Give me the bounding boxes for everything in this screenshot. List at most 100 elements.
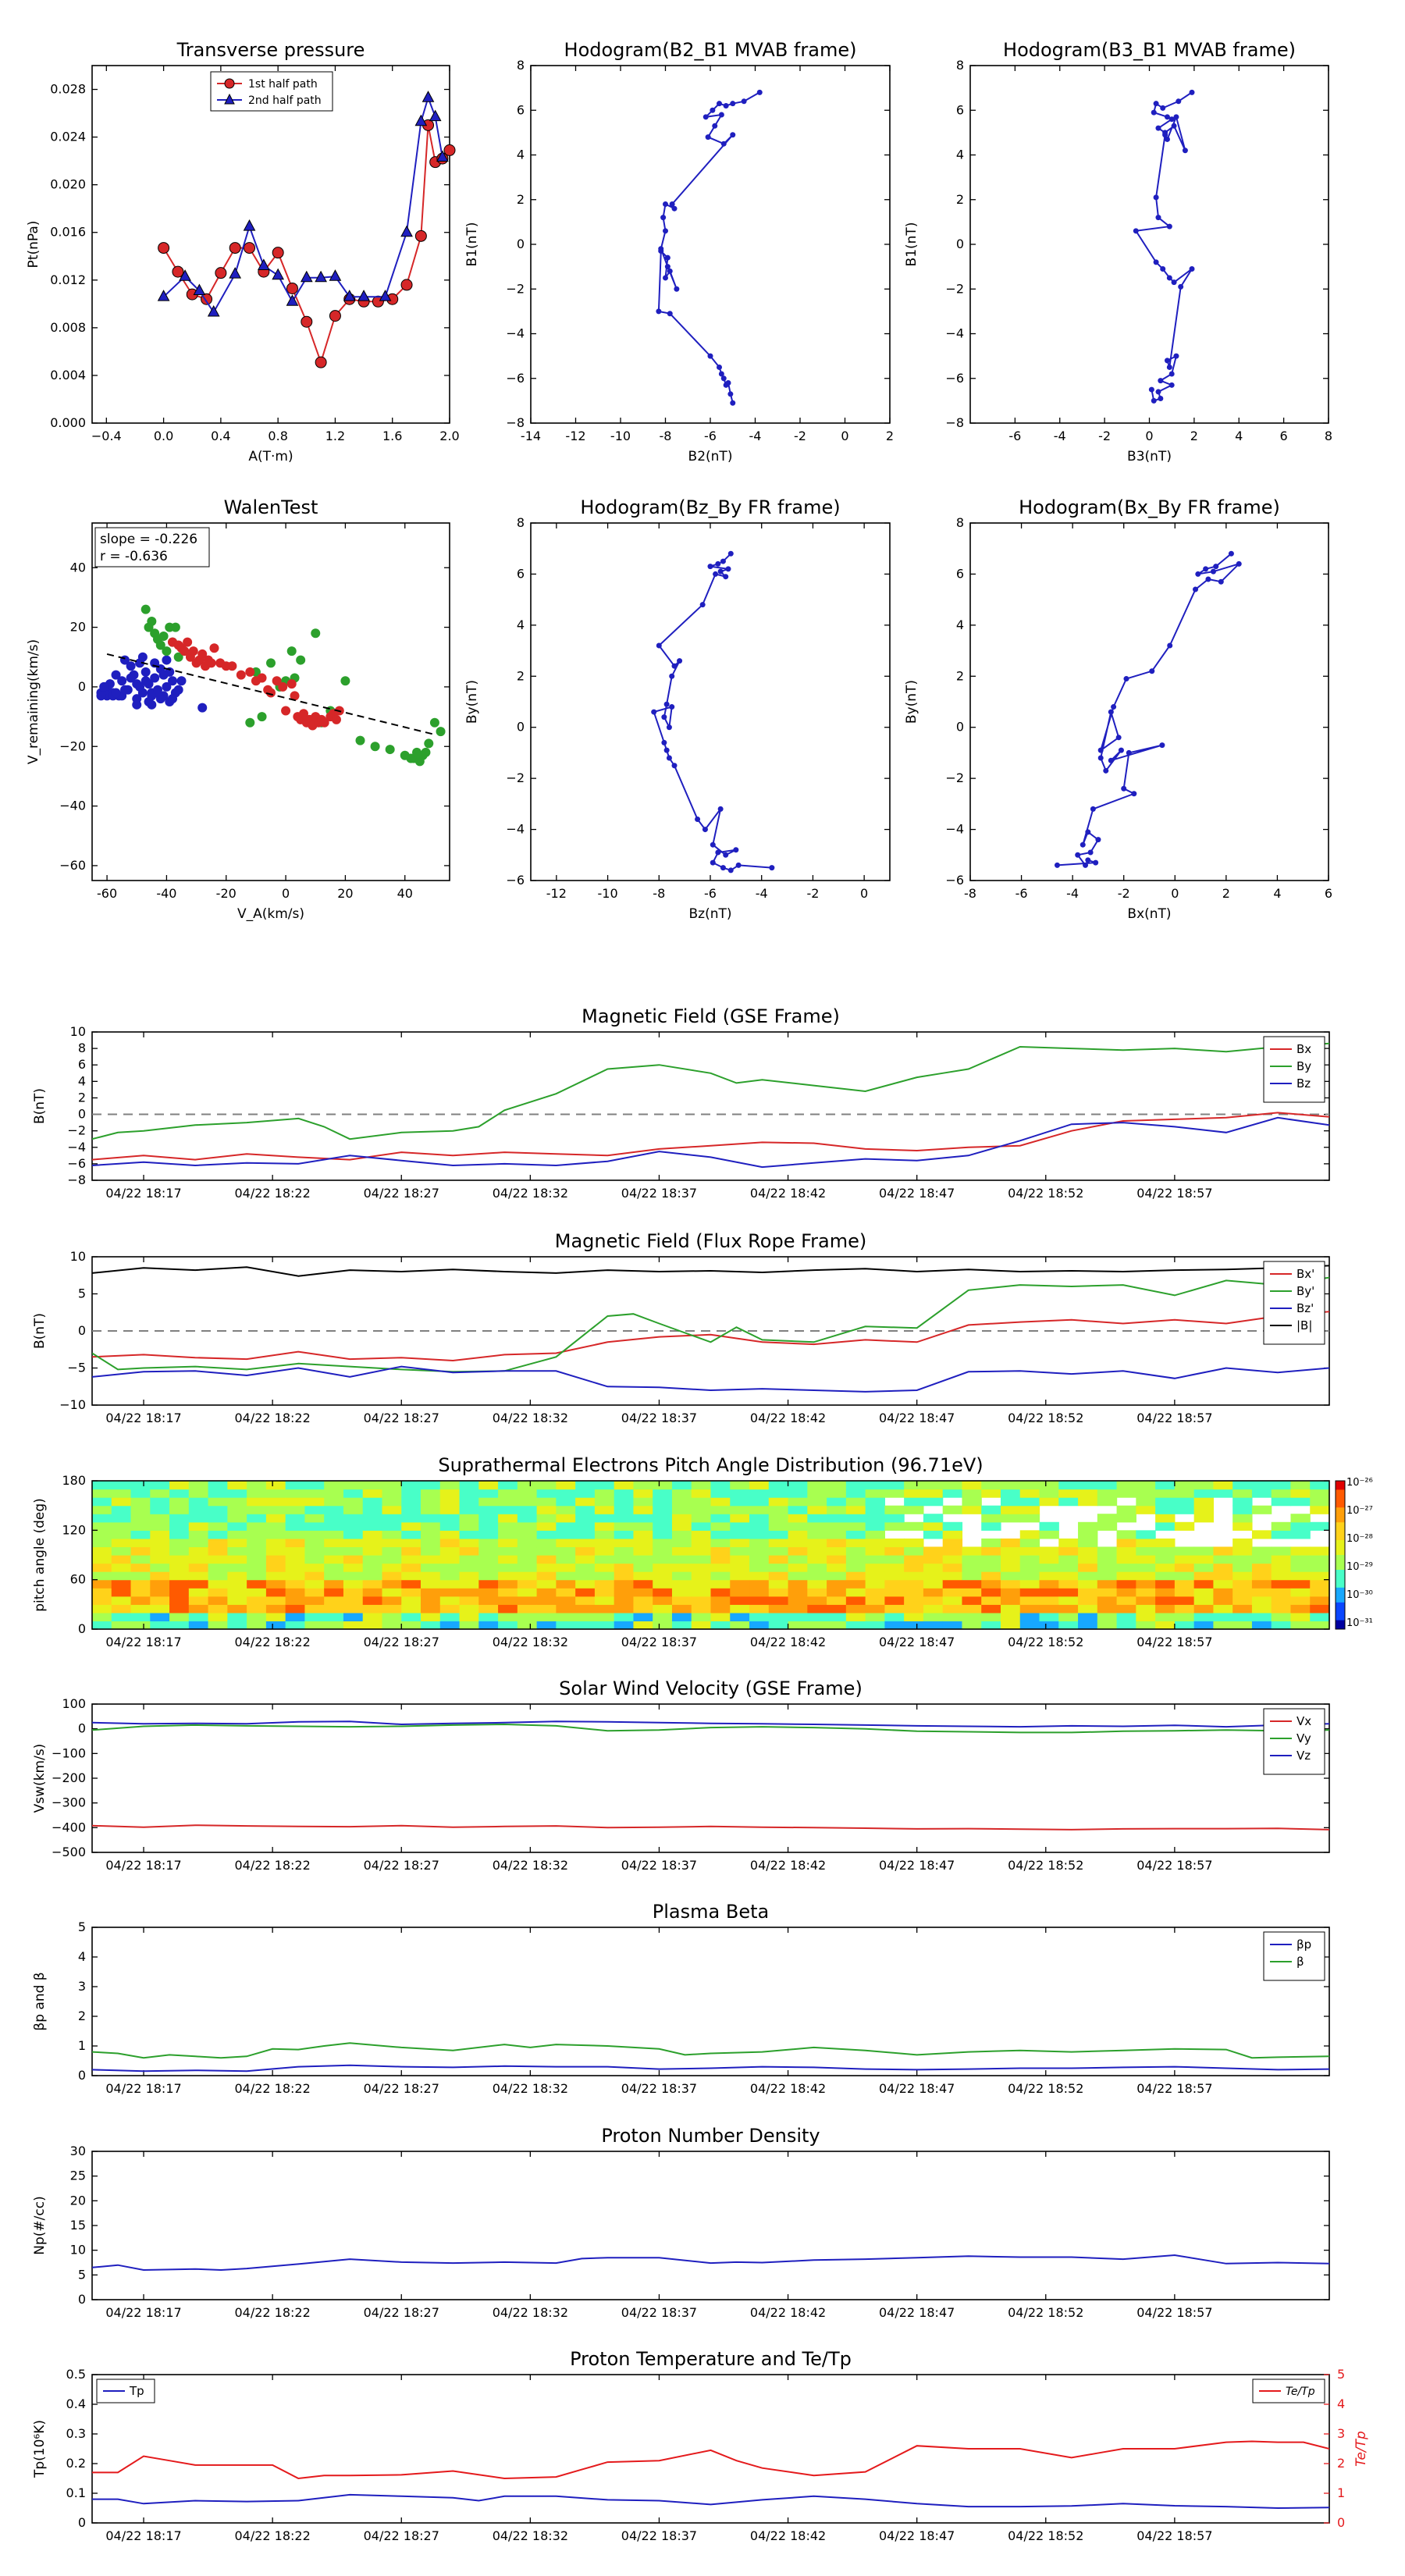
heatmap-cell bbox=[362, 1588, 383, 1597]
heatmap-cell bbox=[362, 1571, 383, 1581]
heatmap-cell bbox=[942, 1563, 963, 1572]
heatmap-cell bbox=[92, 1497, 112, 1507]
y-tick-label: 2 bbox=[956, 192, 964, 207]
data-point bbox=[663, 275, 668, 281]
data-point bbox=[286, 679, 297, 689]
heatmap-cell bbox=[1136, 1563, 1156, 1572]
heatmap-cell bbox=[169, 1612, 190, 1622]
heatmap-cell bbox=[1136, 1538, 1156, 1548]
heatmap-cell bbox=[653, 1604, 673, 1614]
x-tick-label: 04/22 18:27 bbox=[364, 2528, 439, 2543]
heatmap-cell bbox=[633, 1538, 653, 1548]
data-point bbox=[669, 201, 675, 207]
heatmap-cell bbox=[1232, 1514, 1253, 1523]
heatmap-cell bbox=[1310, 1563, 1329, 1572]
heatmap-cell bbox=[188, 1612, 209, 1622]
heatmap-cell bbox=[845, 1604, 866, 1614]
data-point bbox=[1158, 396, 1164, 402]
x-tick-label: 0 bbox=[282, 886, 290, 901]
heatmap-cell bbox=[169, 1555, 190, 1564]
y-tick-label: 0 bbox=[78, 2515, 86, 2530]
x-tick-label: 8 bbox=[1325, 429, 1332, 443]
y-tick-label: 25 bbox=[70, 2169, 86, 2183]
heatmap-cell bbox=[904, 1481, 924, 1490]
data-point bbox=[272, 676, 282, 686]
data-point bbox=[730, 132, 736, 138]
series-line bbox=[92, 1265, 1329, 1277]
heatmap-cell bbox=[710, 1521, 731, 1531]
y-tick-label: 8 bbox=[517, 515, 525, 530]
x-tick-label: 0.0 bbox=[154, 429, 173, 443]
heatmap-cell bbox=[130, 1481, 151, 1490]
heatmap-cell bbox=[1019, 1530, 1040, 1539]
heatmap-cell bbox=[208, 1596, 228, 1605]
heatmap-cell bbox=[1019, 1489, 1040, 1498]
x-tick-label: 0.4 bbox=[211, 429, 230, 443]
heatmap-cell bbox=[768, 1621, 789, 1629]
heatmap-cell bbox=[130, 1555, 151, 1564]
heatmap-cell bbox=[169, 1621, 190, 1629]
heatmap-cell bbox=[1213, 1579, 1233, 1589]
x-tick-label: 04/22 18:17 bbox=[105, 1411, 181, 1425]
heatmap-cell bbox=[981, 1563, 1001, 1572]
y-tick-label: 2 bbox=[956, 668, 964, 683]
heatmap-cell bbox=[1290, 1612, 1311, 1622]
data-point bbox=[429, 109, 442, 122]
series-line bbox=[92, 2064, 1329, 2073]
y-tick-label: −200 bbox=[52, 1770, 86, 1785]
heatmap-cell bbox=[768, 1505, 789, 1514]
data-point bbox=[172, 265, 184, 278]
heatmap-cell bbox=[421, 1497, 441, 1507]
heatmap-cell bbox=[265, 1538, 286, 1548]
heatmap-cell bbox=[904, 1596, 924, 1605]
data-point bbox=[1097, 747, 1104, 753]
heatmap-cell bbox=[827, 1555, 847, 1564]
heatmap-cell bbox=[498, 1621, 518, 1629]
heatmap-cell bbox=[653, 1563, 673, 1572]
x-tick-label: 0.8 bbox=[268, 429, 287, 443]
data-point bbox=[236, 670, 246, 680]
heatmap-cell bbox=[1193, 1579, 1215, 1589]
data-point bbox=[315, 270, 327, 283]
heatmap-cell bbox=[285, 1481, 306, 1490]
heatmap-cell bbox=[247, 1514, 267, 1523]
heatmap-cell bbox=[788, 1489, 808, 1498]
colorbar-cell bbox=[1336, 1552, 1345, 1556]
heatmap-cell bbox=[92, 1514, 112, 1523]
y-axis-label: B(nT) bbox=[32, 1313, 48, 1349]
heatmap-cell bbox=[710, 1538, 731, 1548]
chart-walen: -60 -40 -20 0 20 40−60−40−2002040WalenTestV_A… bbox=[26, 496, 450, 922]
chart-pad: 04/22 18:17 04/22 18:22 04/22 18:27 04/22 1… bbox=[32, 1454, 1373, 1649]
y-tick-label: 2 bbox=[517, 668, 525, 683]
heatmap-cell bbox=[710, 1489, 731, 1498]
heatmap-cell bbox=[265, 1546, 286, 1556]
heatmap-cell bbox=[807, 1621, 827, 1629]
heatmap-cell bbox=[594, 1571, 615, 1581]
legend-box bbox=[1263, 1708, 1325, 1775]
heatmap-cell bbox=[421, 1621, 441, 1629]
data-point bbox=[1095, 837, 1101, 843]
heatmap-cell bbox=[343, 1588, 364, 1597]
heatmap-cell bbox=[111, 1596, 132, 1605]
heatmap-cell bbox=[343, 1514, 364, 1523]
data-point bbox=[173, 652, 183, 662]
colorbar-cell bbox=[1336, 1528, 1345, 1532]
colorbar-cell bbox=[1336, 1525, 1345, 1529]
data-point bbox=[281, 706, 291, 716]
series-line bbox=[1134, 91, 1193, 402]
chart-temp: 04/22 18:17 04/22 18:22 04/22 18:27 04/22 1… bbox=[32, 2348, 1369, 2543]
heatmap-cell bbox=[807, 1505, 827, 1514]
heatmap-cell bbox=[1097, 1579, 1118, 1589]
y-tick-label: 6 bbox=[956, 566, 964, 581]
heatmap-cell bbox=[1039, 1621, 1059, 1629]
heatmap-cell bbox=[459, 1521, 479, 1531]
heatmap-cell bbox=[343, 1579, 364, 1589]
x-tick-label: 04/22 18:32 bbox=[493, 2081, 568, 2096]
heatmap-cell bbox=[498, 1588, 518, 1597]
heatmap-cell bbox=[227, 1563, 247, 1572]
chart-title: Magnetic Field (GSE Frame) bbox=[582, 1005, 840, 1027]
heatmap-cell bbox=[343, 1481, 364, 1490]
colorbar-cell bbox=[1336, 1496, 1345, 1500]
y-tick-label: 60 bbox=[70, 1572, 86, 1587]
heatmap-cell bbox=[1136, 1604, 1156, 1614]
